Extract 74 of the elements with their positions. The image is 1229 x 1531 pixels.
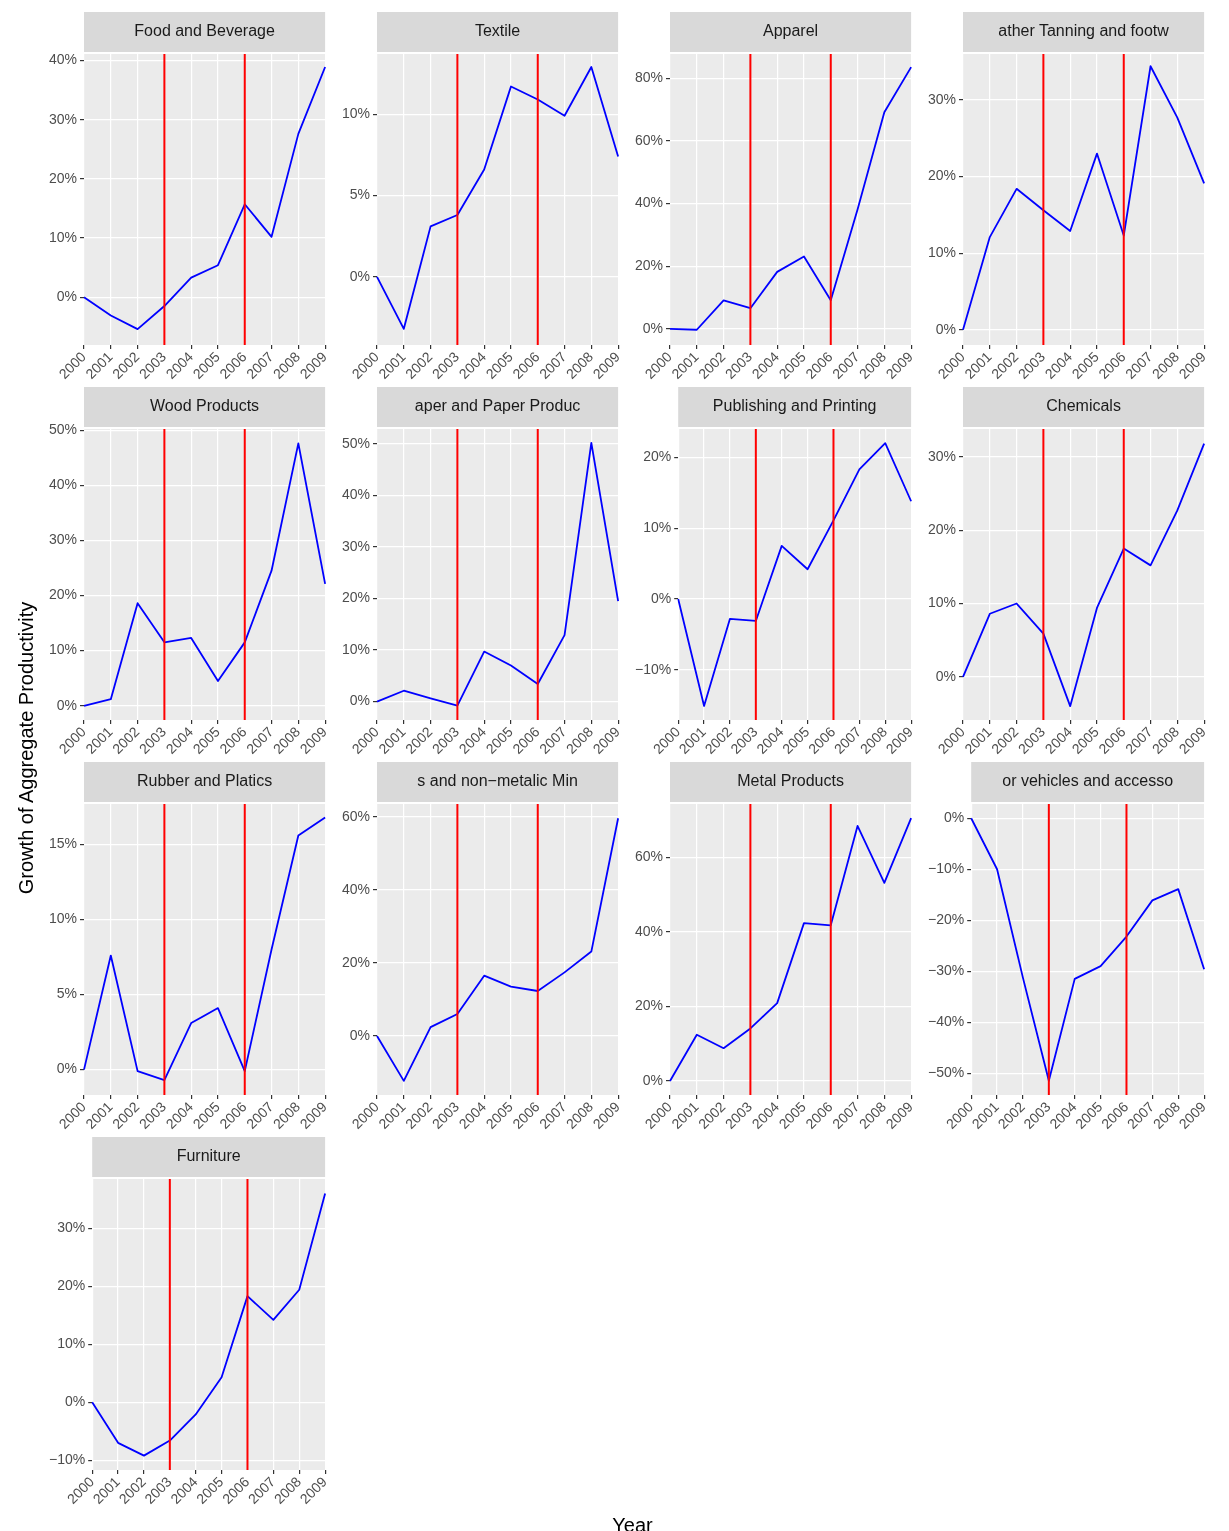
y-tick-label: 10%: [341, 105, 371, 122]
y-tick-label: 0%: [650, 589, 672, 606]
y-tick-label: −40%: [927, 1013, 965, 1030]
y-tick-label: 0%: [349, 692, 371, 709]
y-tick-label: 60%: [634, 131, 664, 148]
chart-title: Wood Products: [150, 397, 260, 415]
y-tick-label: 30%: [48, 110, 78, 127]
y-tick-label: −10%: [634, 660, 672, 677]
y-tick-label: 10%: [927, 594, 957, 611]
y-tick-label: 0%: [56, 288, 78, 305]
y-tick-label: 60%: [634, 848, 664, 865]
y-tick-label: 0%: [943, 809, 965, 826]
y-tick-label: 5%: [349, 186, 371, 203]
y-tick-label: 80%: [634, 69, 664, 86]
y-tick-label: 40%: [634, 922, 664, 939]
chart-title: Food and Beverage: [134, 22, 275, 40]
text: Growth of Aggregate Productivity: [14, 601, 38, 895]
y-tick-label: 40%: [634, 194, 664, 211]
chart-title: or vehicles and accesso: [1002, 772, 1174, 790]
chart-title: Chemicals: [1046, 397, 1121, 415]
y-tick-label: 20%: [927, 167, 957, 184]
y-tick-label: 20%: [48, 169, 78, 186]
y-tick-label: −20%: [927, 911, 965, 928]
y-tick-label: 0%: [935, 320, 957, 337]
y-tick-label: 10%: [643, 519, 672, 536]
y-tick-label: 0%: [642, 319, 664, 336]
chart-title: Metal Products: [737, 772, 844, 790]
y-tick-label: 20%: [643, 448, 672, 465]
y-tick-label: −30%: [927, 962, 965, 979]
y-tick-label: 20%: [634, 997, 664, 1014]
y-tick-label: 20%: [48, 586, 78, 603]
y-tick-label: 0%: [56, 696, 78, 713]
y-tick-label: 0%: [349, 1026, 371, 1043]
y-tick-label: 0%: [349, 267, 371, 284]
y-tick-label: 50%: [48, 420, 78, 437]
y-tick-label: 10%: [48, 641, 78, 658]
y-tick-label: 50%: [341, 434, 371, 451]
y-tick-label: 15%: [48, 835, 78, 852]
y-tick-label: 40%: [48, 51, 78, 68]
y-tick-label: 20%: [341, 953, 371, 970]
y-tick-label: 20%: [341, 589, 371, 606]
chart-title: Textile: [474, 22, 521, 40]
y-tick-label: 0%: [935, 667, 957, 684]
y-tick-label: 30%: [57, 1219, 86, 1236]
chart-title: Apparel: [762, 22, 819, 40]
y-tick-label: 30%: [341, 537, 371, 554]
chart-title: ather Tanning and footw: [998, 22, 1170, 40]
chart-title: Furniture: [176, 1147, 241, 1165]
y-tick-label: −50%: [927, 1064, 965, 1081]
y-tick-label: 30%: [927, 90, 957, 107]
y-tick-label: 20%: [927, 521, 957, 538]
chart-title: Rubber and Platics: [136, 772, 273, 790]
chart-title: aper and Paper Produc: [414, 397, 581, 415]
y-tick-label: 40%: [341, 880, 371, 897]
y-tick-label: −10%: [927, 860, 965, 877]
y-tick-label: 10%: [48, 228, 78, 245]
y-tick-label: 20%: [57, 1277, 86, 1294]
y-tick-label: 30%: [48, 531, 78, 548]
chart-title: Publishing and Printing: [712, 397, 877, 415]
y-tick-label: 30%: [927, 447, 957, 464]
chart-title: s and non−metalic Min: [417, 772, 578, 790]
y-tick-label: 20%: [634, 257, 664, 274]
y-tick-label: 40%: [341, 486, 371, 503]
y-tick-label: 0%: [642, 1071, 664, 1088]
y-tick-label: 10%: [927, 244, 957, 261]
y-tick-label: −10%: [48, 1451, 86, 1468]
y-tick-label: 10%: [341, 640, 371, 657]
y-tick-label: 10%: [48, 910, 78, 927]
y-tick-label: 10%: [57, 1335, 86, 1352]
y-tick-label: 5%: [56, 985, 78, 1002]
y-tick-label: 0%: [64, 1393, 86, 1410]
y-tick-label: 0%: [56, 1060, 78, 1077]
y-tick-label: 60%: [341, 807, 371, 824]
y-tick-label: 40%: [48, 476, 78, 493]
